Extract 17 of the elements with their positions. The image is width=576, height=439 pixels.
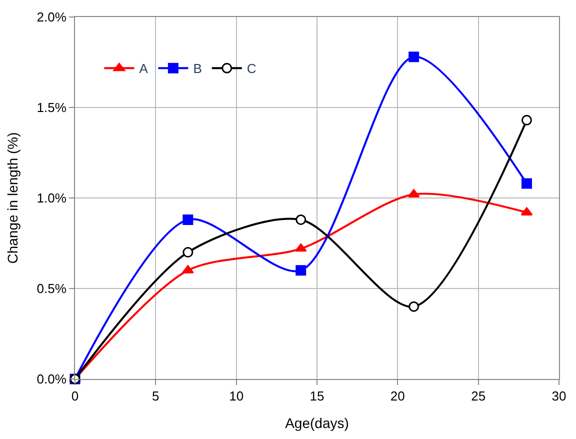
x-tick-label: 10 [229, 388, 244, 404]
y-tick-label: 1.0% [36, 190, 67, 206]
legend-label: A [139, 61, 148, 76]
x-tick-label: 25 [471, 388, 486, 404]
x-axis-title: Age(days) [285, 414, 349, 431]
y-tick-label: 0.5% [36, 281, 67, 296]
x-tick-label: 5 [152, 388, 160, 404]
y-tick-label: 0.0% [36, 372, 67, 387]
y-axis-title: Change in length (%) [4, 132, 20, 264]
y-tick-label: 2.0% [36, 10, 67, 25]
legend-label: B [193, 61, 202, 76]
legend-label: C [246, 61, 256, 76]
y-tick-label: 1.5% [36, 100, 67, 116]
x-tick-label: 15 [310, 388, 324, 404]
x-tick-label: 0 [71, 388, 79, 404]
x-tick-label: 20 [390, 388, 405, 404]
x-tick-label: 30 [552, 388, 566, 404]
